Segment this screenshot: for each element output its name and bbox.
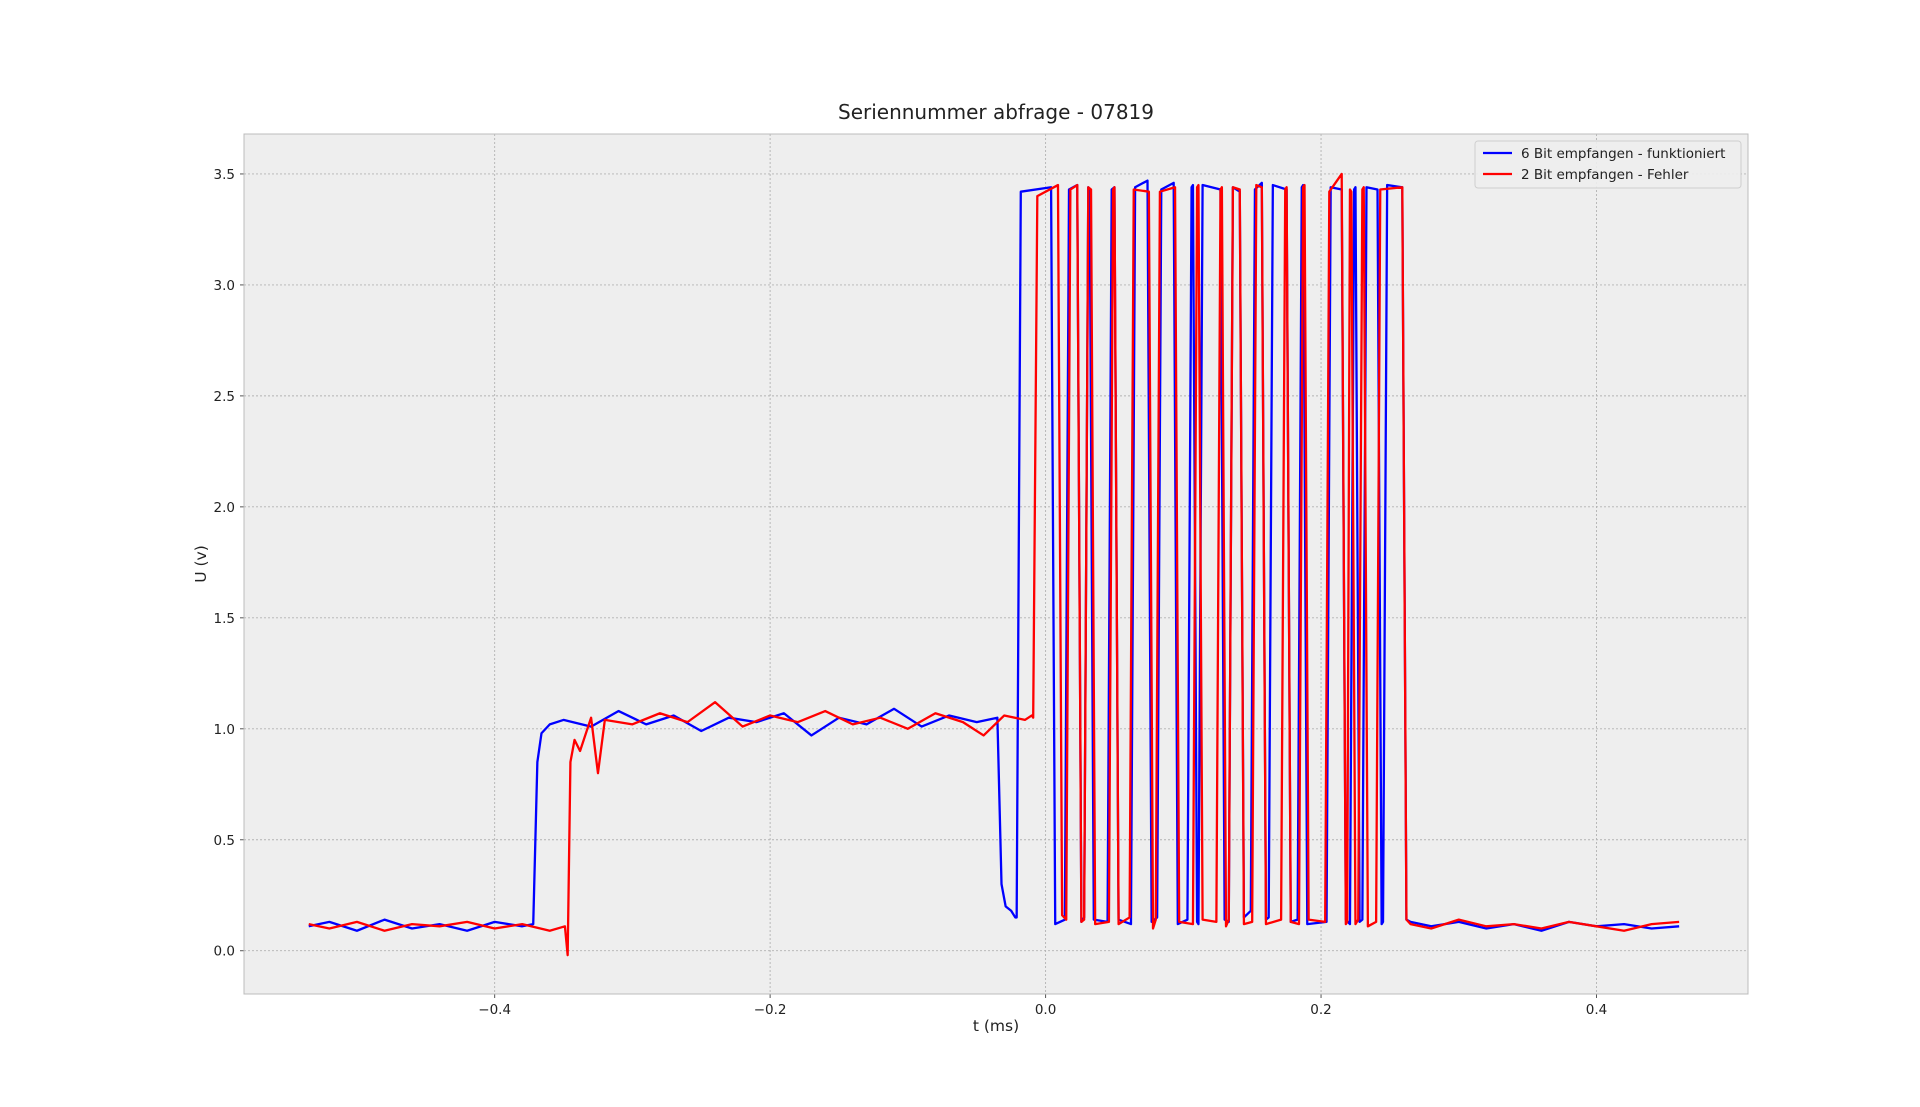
y-tick-label: 1.0 [214,722,235,738]
series-line [308,172,1680,957]
series-line [308,179,1680,932]
y-tick-label: 2.0 [214,500,235,516]
chart-title: Seriennummer abfrage - 07819 [838,100,1154,124]
legend: 6 Bit empfangen - funktioniert 2 Bit empf… [1474,140,1742,189]
lines [308,172,1680,957]
y-tick-label: 0.0 [214,944,235,960]
x-axis-label: t (ms) [973,1017,1019,1035]
x-tick-label: −0.2 [754,1002,787,1018]
y-tick-label: 3.5 [214,167,235,183]
y-axis-label: U (v) [192,545,210,583]
legend-label: 2 Bit empfangen - Fehler [1521,167,1689,183]
axes-frame [243,133,1749,995]
y-tick-label: 0.5 [214,833,235,849]
legend-box [1474,140,1742,189]
y-tick-label: 2.5 [214,389,235,405]
y-tick-label: 3.0 [214,278,235,294]
grid [240,134,1748,998]
x-tick-label: 0.4 [1586,1002,1607,1018]
x-tick-label: −0.4 [478,1002,511,1018]
x-tick-label: 0.0 [1035,1002,1056,1018]
legend-label: 6 Bit empfangen - funktioniert [1521,146,1725,162]
x-tick-label: 0.2 [1310,1002,1331,1018]
plot-area [244,134,1748,994]
y-tick-label: 1.5 [214,611,235,627]
